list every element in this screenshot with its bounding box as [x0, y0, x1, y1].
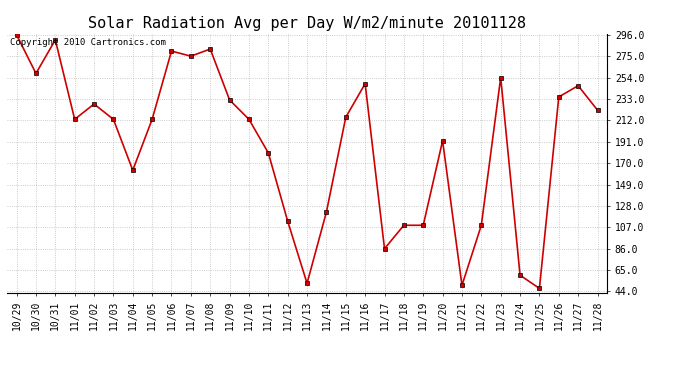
Title: Solar Radiation Avg per Day W/m2/minute 20101128: Solar Radiation Avg per Day W/m2/minute … — [88, 16, 526, 31]
Text: Copyright 2010 Cartronics.com: Copyright 2010 Cartronics.com — [10, 38, 166, 46]
